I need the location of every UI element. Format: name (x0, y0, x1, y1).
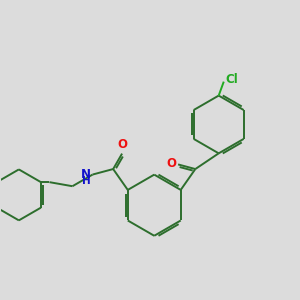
Text: O: O (167, 157, 176, 170)
Text: O: O (117, 138, 127, 151)
Text: N: N (81, 168, 91, 181)
Text: H: H (82, 176, 91, 186)
Text: Cl: Cl (226, 74, 238, 86)
